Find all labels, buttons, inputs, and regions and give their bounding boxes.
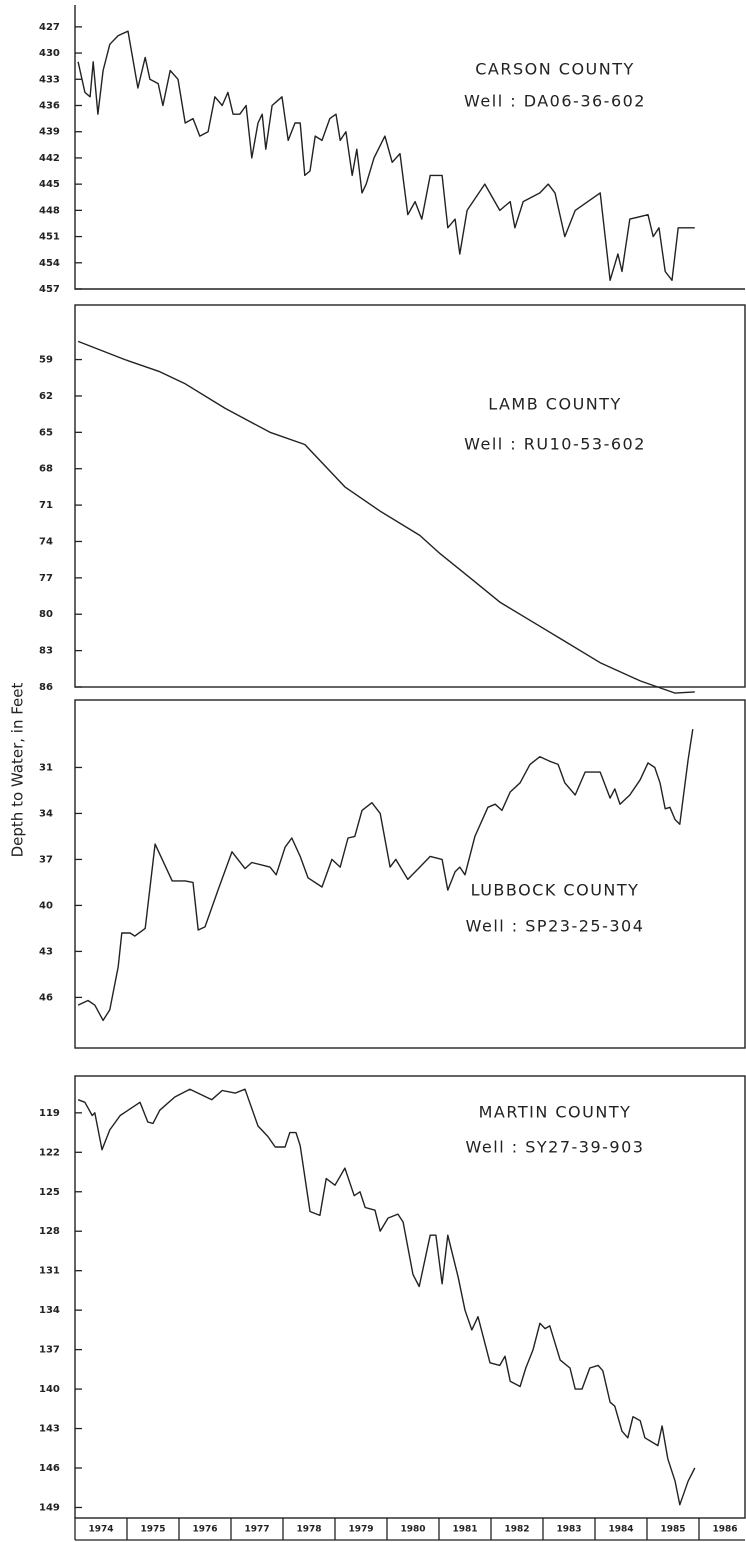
x-tick-label: 1976	[192, 1525, 217, 1535]
y-tick-label: 34	[39, 808, 53, 819]
panel-title: MARTIN COUNTY	[479, 1103, 632, 1122]
y-tick-label: 439	[39, 127, 60, 138]
y-tick-label: 86	[39, 682, 53, 693]
x-tick-label: 1980	[400, 1525, 425, 1535]
y-tick-label: 442	[39, 153, 60, 164]
panel-subtitle: Well : DA06-36-602	[464, 92, 646, 111]
panel-subtitle: Well : SP23-25-304	[466, 917, 645, 936]
y-tick-label: 119	[39, 1108, 60, 1119]
y-tick-label: 46	[39, 992, 53, 1003]
y-tick-label: 77	[39, 573, 53, 584]
y-tick-label: 454	[39, 258, 60, 269]
y-tick-label: 40	[39, 900, 53, 911]
x-tick-label: 1977	[244, 1525, 269, 1535]
y-tick-label: 137	[39, 1345, 60, 1356]
panel-subtitle: Well : RU10-53-602	[464, 435, 646, 454]
y-tick-label: 31	[39, 762, 53, 773]
x-tick-label: 1978	[296, 1525, 321, 1535]
y-tick-label: 140	[39, 1384, 60, 1395]
x-tick-label: 1985	[660, 1525, 685, 1535]
panel-frame	[74, 5, 745, 290]
y-tick-label: 448	[39, 205, 60, 216]
panel-subtitle: Well : SY27-39-903	[466, 1138, 645, 1157]
x-tick-label: 1979	[348, 1525, 373, 1535]
y-tick-label: 445	[39, 179, 60, 190]
y-tick-label: 83	[39, 646, 53, 657]
y-tick-label: 436	[39, 100, 60, 111]
y-tick-label: 68	[39, 464, 53, 475]
y-tick-label: 128	[39, 1226, 60, 1237]
y-tick-label: 433	[39, 74, 60, 85]
y-tick-label: 427	[39, 22, 60, 33]
y-tick-label: 74	[39, 536, 53, 547]
y-tick-label: 43	[39, 946, 53, 957]
data-line	[77, 728, 694, 1022]
y-tick-label: 59	[39, 355, 53, 366]
y-tick-label: 457	[39, 284, 60, 295]
y-tick-label: 134	[39, 1305, 60, 1316]
y-tick-label: 80	[39, 609, 53, 620]
x-tick-label: 1986	[712, 1525, 737, 1535]
x-tick-label: 1984	[608, 1525, 633, 1535]
panel-frame	[74, 1075, 746, 1519]
x-tick-label: 1974	[88, 1525, 113, 1535]
y-tick-label: 451	[39, 232, 60, 243]
data-line	[77, 340, 695, 694]
y-tick-label: 146	[39, 1463, 60, 1474]
y-tick-label: 62	[39, 391, 53, 402]
y-tick-label: 125	[39, 1187, 60, 1198]
y-tick-label: 65	[39, 427, 53, 438]
y-tick-label: 131	[39, 1266, 60, 1277]
x-tick-label: 1982	[504, 1525, 529, 1535]
panel-title: LAMB COUNTY	[488, 395, 622, 414]
panel-title: CARSON COUNTY	[475, 60, 635, 79]
y-tick-label: 71	[39, 500, 53, 511]
panel-title: LUBBOCK COUNTY	[471, 881, 640, 900]
y-tick-label: 143	[39, 1424, 60, 1435]
data-line	[77, 30, 695, 281]
x-tick-label: 1981	[452, 1525, 477, 1535]
x-tick-label: 1975	[140, 1525, 165, 1535]
panel-frame	[74, 304, 746, 688]
x-tick-label: 1983	[556, 1525, 581, 1535]
y-tick-label: 122	[39, 1147, 60, 1158]
y-tick-label: 430	[39, 48, 60, 59]
y-axis-label: Depth to Water, in Feet	[9, 683, 27, 858]
y-tick-label: 149	[39, 1502, 60, 1513]
panel-frame	[74, 699, 746, 1049]
data-line	[77, 1088, 696, 1506]
y-tick-label: 37	[39, 854, 53, 865]
